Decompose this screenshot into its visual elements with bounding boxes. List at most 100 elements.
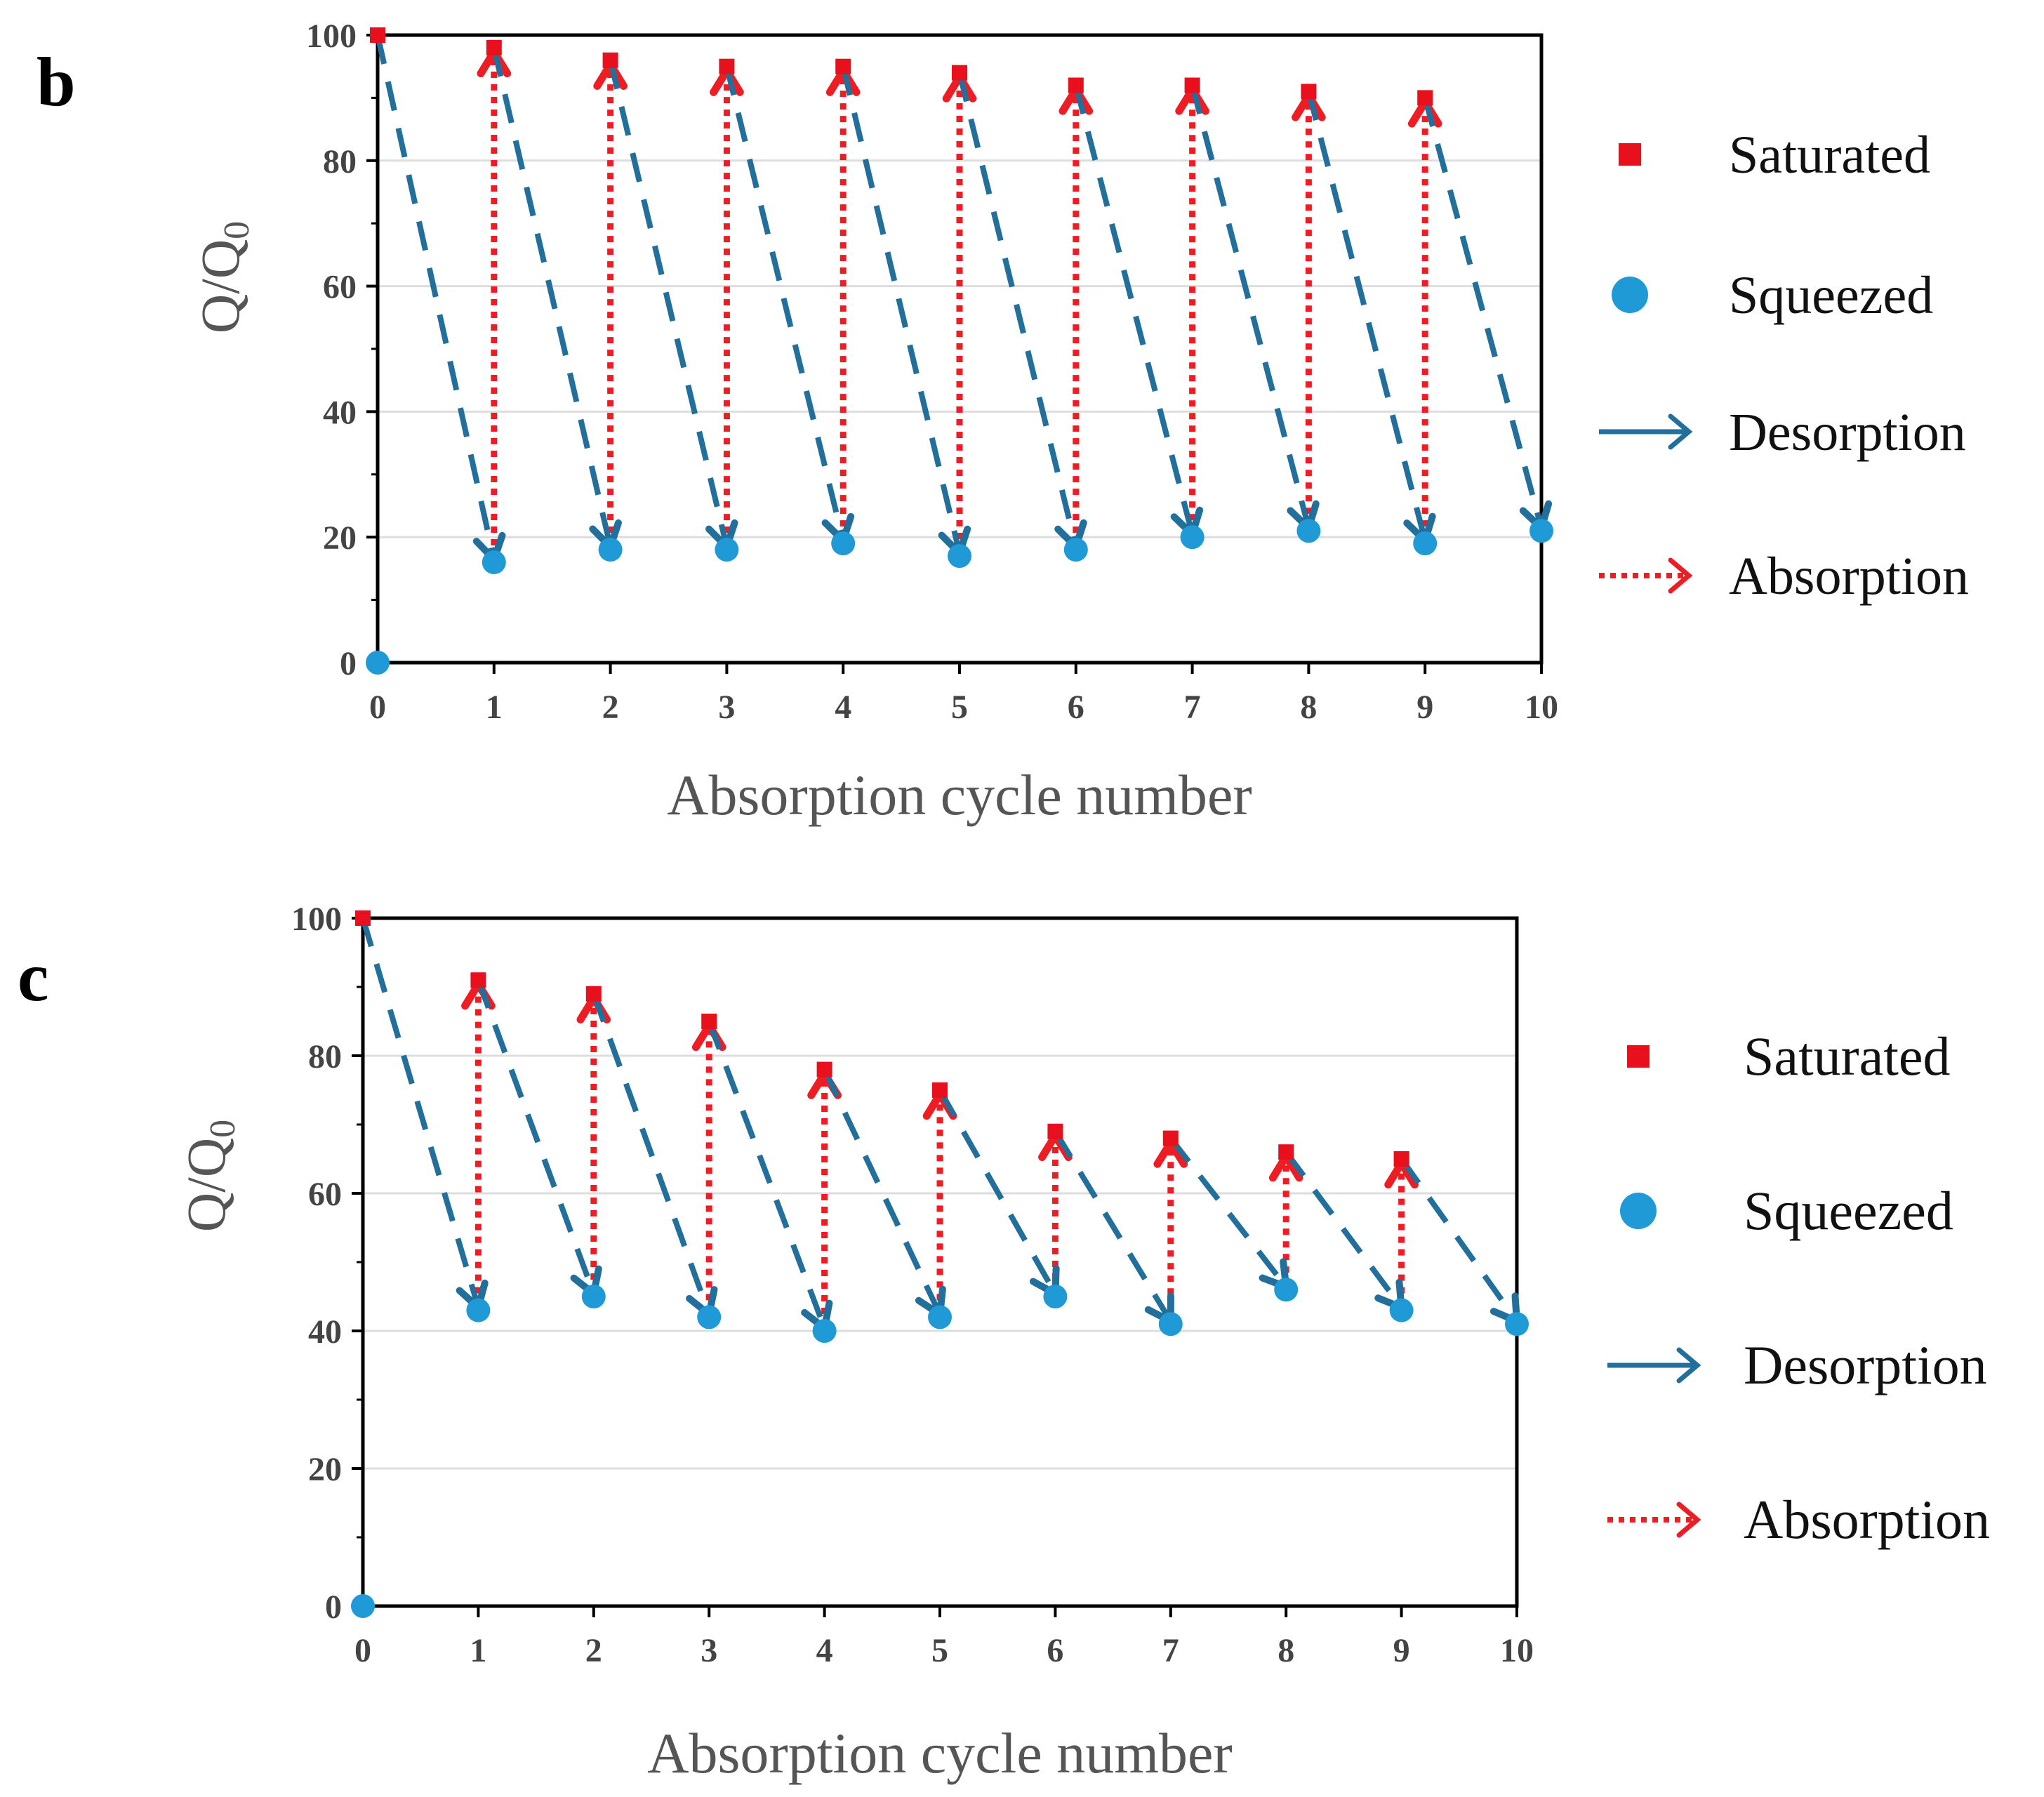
saturated-point [1184, 77, 1200, 93]
squeezed-point [928, 1305, 952, 1329]
squeezed-point [482, 550, 506, 574]
x-tick-label: 1 [486, 689, 503, 726]
squeezed-point [831, 531, 856, 556]
legend-desorption-arrow-head [1676, 1347, 1701, 1384]
x-tick-label: 10 [1500, 1632, 1534, 1669]
x-tick-label: 8 [1300, 689, 1317, 726]
x-tick-label: 9 [1416, 689, 1433, 726]
saturated-point [1068, 77, 1084, 93]
y-tick-label: 100 [306, 18, 357, 55]
saturated-point [719, 58, 735, 74]
desorption-arrow-line [706, 1020, 828, 1329]
legend-absorption-arrow-head [1668, 557, 1693, 594]
desorption-arrow-line [375, 34, 497, 560]
x-tick-label: 3 [718, 689, 735, 726]
x-tick-label: 5 [951, 689, 968, 726]
chart-panel-b: 0 20 40 60 80 100 0 1 2 3 4 5 6 7 8 9 10 Absorption cycle… [36, 18, 1969, 827]
saturated-point [835, 58, 851, 74]
legend-label-saturated: Saturated [1744, 1026, 1951, 1087]
x-tick-label: 8 [1278, 1632, 1294, 1669]
legend-desorption-arrow-head [1668, 413, 1693, 450]
x-tick-label: 6 [1068, 689, 1084, 726]
squeezed-point [1158, 1312, 1183, 1337]
squeezed-point [1389, 1298, 1414, 1322]
x-tick-label: 2 [585, 1632, 602, 1669]
legend-label-squeezed: Squeezed [1729, 266, 1933, 325]
x-tick-label: 5 [931, 1632, 948, 1669]
y-tick-label: 80 [308, 1038, 342, 1075]
x-tick-label: 7 [1162, 1632, 1179, 1669]
y-tick-label: 60 [323, 269, 357, 306]
x-tick-label: 10 [1525, 689, 1558, 726]
squeezed-point [1413, 531, 1438, 556]
y-axis-title-subscript: 0 [203, 1120, 243, 1138]
legend-squeezed-marker [1620, 1193, 1657, 1229]
y-tick-label: 20 [323, 519, 357, 557]
squeezed-point [1505, 1312, 1529, 1337]
squeezed-point [1043, 1285, 1068, 1308]
saturated-point [932, 1082, 948, 1098]
desorption-arrow-line [1189, 84, 1312, 529]
saturated-point [1393, 1151, 1409, 1167]
panel-label: c [18, 938, 48, 1016]
squeezed-point [1274, 1278, 1299, 1302]
legend: Saturated Squeezed Desorption Absorption [1599, 126, 1969, 606]
squeezed-point [581, 1285, 606, 1308]
x-tick-label: 4 [835, 689, 851, 726]
saturated-point [370, 27, 385, 43]
x-tick-label: 6 [1047, 1632, 1063, 1669]
legend-saturated-marker [1627, 1045, 1650, 1068]
desorption-arrow-line [1306, 91, 1428, 542]
chart-panel-c: 0 20 40 60 80 100 0 1 2 3 4 5 6 7 8 9 10 Absorption cycle… [18, 901, 1990, 1785]
x-tick-label: 9 [1393, 1632, 1410, 1669]
saturated-point [602, 52, 618, 68]
squeezed-point [1063, 538, 1088, 562]
squeezed-point [1529, 519, 1553, 543]
legend-label-desorption: Desorption [1729, 403, 1966, 462]
desorption-arrow-line [724, 65, 847, 542]
desorption-arrow-line [360, 917, 482, 1308]
desorption-arrow-line [607, 59, 730, 548]
legend-label-desorption: Desorption [1744, 1334, 1987, 1395]
y-axis-title-subscript: 0 [217, 221, 257, 239]
squeezed-point [366, 651, 390, 675]
saturated-point [1047, 1123, 1063, 1139]
desorption-arrow-line [475, 979, 597, 1295]
y-tick-label: 100 [291, 901, 342, 938]
squeezed-point [715, 538, 739, 562]
legend-label-squeezed: Squeezed [1744, 1180, 1953, 1241]
y-tick-label: 20 [308, 1451, 342, 1488]
y-tick-label: 60 [308, 1176, 342, 1213]
legend-saturated-marker [1619, 143, 1641, 166]
saturated-point [1278, 1144, 1294, 1160]
saturated-point [701, 1014, 717, 1029]
y-axis-title: Q/Q0 [175, 1120, 243, 1232]
x-tick-label: 3 [701, 1632, 717, 1669]
saturated-point [1301, 84, 1317, 100]
squeezed-point [598, 538, 623, 562]
squeezed-point [1180, 525, 1204, 550]
x-tick-label: 4 [816, 1632, 833, 1669]
x-tick-label: 2 [602, 689, 619, 726]
y-tick-label: 0 [340, 645, 357, 682]
desorption-arrow-line [937, 1089, 1058, 1295]
squeezed-point [812, 1319, 837, 1343]
saturated-point [355, 910, 371, 926]
desorption-arrow-line [840, 65, 962, 554]
desorption-arrow-line [1399, 1157, 1520, 1323]
legend-label-absorption: Absorption [1744, 1489, 1990, 1550]
squeezed-point [948, 544, 971, 569]
desorption-arrow-line [1168, 1136, 1289, 1289]
y-axis-title-main: Q/Q [190, 239, 251, 333]
y-tick-label: 80 [323, 143, 357, 180]
squeezed-point [351, 1594, 375, 1618]
legend-label-saturated: Saturated [1729, 126, 1930, 185]
saturated-point [486, 39, 502, 55]
x-tick-label: 0 [369, 689, 386, 726]
x-tick-label: 7 [1184, 689, 1201, 726]
saturated-point [952, 65, 967, 81]
x-tick-label: 0 [354, 1632, 371, 1669]
legend-squeezed-marker [1612, 277, 1648, 313]
saturated-point [585, 986, 602, 1002]
